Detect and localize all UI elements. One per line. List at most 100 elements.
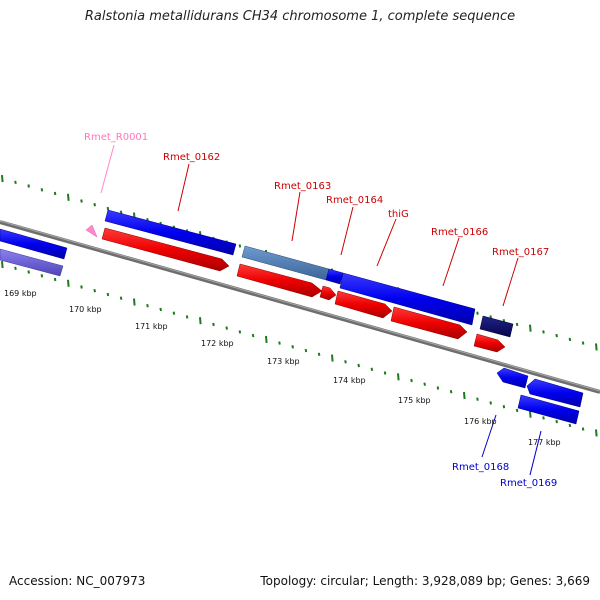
- gene-label-rmet-0166[interactable]: Rmet_0166: [431, 227, 488, 238]
- gene-label-rmet-0168[interactable]: Rmet_0168: [452, 462, 509, 473]
- gene-feature-rmet-0166[interactable]: [390, 306, 468, 340]
- gene-feature-rmet-0163-minus[interactable]: [236, 263, 323, 298]
- lower-scale-tick: [27, 270, 30, 274]
- lower-scale-tick: [93, 289, 96, 293]
- gene-feature-thig[interactable]: [339, 272, 476, 326]
- lower-scale-tick: [278, 341, 281, 345]
- gene-feature-left-purple[interactable]: [0, 248, 64, 277]
- lower-scale-tick: [1, 261, 4, 269]
- lower-scale-tick: [463, 391, 466, 400]
- upper-scale-tick: [80, 199, 83, 203]
- gene-feature-rmet-0169[interactable]: [517, 394, 580, 425]
- gene-label-rmet-0163[interactable]: Rmet_0163: [274, 181, 331, 192]
- lower-scale-tick: [238, 330, 242, 334]
- lower-scale-tick: [225, 326, 228, 330]
- upper-scale-tick: [93, 203, 96, 207]
- gene-label-rmet-0169[interactable]: Rmet_0169: [500, 478, 557, 489]
- lower-scale-dots: [1, 261, 598, 437]
- leader-line-rmet-0167: [502, 257, 519, 307]
- scale-label-171: 171 kbp: [135, 322, 168, 331]
- lower-scale-tick: [185, 315, 189, 319]
- rna-feature-rmet-r0001[interactable]: [85, 224, 98, 238]
- upper-scale-tick: [238, 244, 242, 248]
- lower-scale-tick: [304, 348, 308, 353]
- lower-scale-tick: [568, 423, 572, 428]
- lower-scale-tick: [423, 382, 426, 386]
- upper-scale-tick: [14, 180, 17, 184]
- lower-scale-tick: [370, 367, 374, 371]
- lower-scale-tick: [291, 345, 294, 349]
- lower-scale-tick: [542, 416, 545, 420]
- lower-scale-tick: [265, 335, 268, 343]
- scale-label-169: 169 kbp: [4, 289, 37, 298]
- leader-line-rmet-0169: [529, 430, 542, 476]
- gene-feature-rmet-0162-minus[interactable]: [101, 227, 230, 272]
- leader-line-rmet-0164: [340, 206, 354, 256]
- upper-scale-tick: [568, 337, 572, 342]
- lower-scale-tick: [159, 307, 162, 312]
- chromosome-axis-highlight: [0, 220, 600, 392]
- lower-scale-tick: [581, 427, 585, 431]
- leader-line-rmet-0162: [177, 163, 190, 212]
- gene-feature-rmet-0164-minus[interactable]: [319, 285, 337, 301]
- scale-label-172: 172 kbp: [201, 339, 234, 348]
- scale-label-176: 176 kbp: [464, 417, 497, 426]
- upper-scale-tick: [515, 322, 519, 327]
- upper-scale-tick: [595, 343, 598, 351]
- gene-feature-rmet-0167-minus[interactable]: [473, 333, 506, 353]
- lower-scale-tick: [410, 378, 413, 383]
- gene-feature-rmet-0168[interactable]: [496, 367, 529, 389]
- upper-scale-tick: [476, 311, 479, 315]
- lower-scale-tick: [383, 371, 387, 375]
- lower-scale-tick: [67, 279, 70, 287]
- upper-scale-tick: [40, 188, 44, 192]
- lower-scale-tick: [146, 304, 149, 308]
- lower-scale-tick: [555, 419, 558, 424]
- scale-label-177: 177 kbp: [528, 438, 561, 447]
- gene-label-rmet-0164[interactable]: Rmet_0164: [326, 195, 383, 206]
- gene-label-rmet-r0001[interactable]: Rmet_R0001: [84, 132, 148, 143]
- lower-scale-tick: [476, 397, 479, 401]
- lower-scale-tick: [489, 401, 492, 405]
- upper-scale-tick: [119, 210, 123, 214]
- lower-scale-tick: [515, 408, 519, 413]
- topology-summary-text: Topology: circular; Length: 3,928,089 bp…: [260, 574, 590, 588]
- lower-scale-tick: [436, 386, 440, 390]
- accession-text: Accession: NC_007973: [9, 574, 146, 588]
- upper-scale-tick: [542, 330, 545, 334]
- lower-scale-tick: [53, 277, 57, 282]
- gene-feature-rmet-0164[interactable]: [325, 268, 344, 285]
- leader-line-rmet-0168: [481, 414, 497, 458]
- gene-feature-rmet-0169-upper[interactable]: [526, 378, 584, 408]
- upper-scale-tick: [27, 184, 30, 188]
- map-title: Ralstonia metallidurans CH34 chromosome …: [84, 9, 516, 24]
- scale-label-170: 170 kbp: [69, 305, 102, 314]
- gene-feature-left-blue[interactable]: [0, 228, 68, 260]
- upper-scale-tick: [106, 206, 110, 211]
- lower-scale-tick: [133, 298, 136, 306]
- lower-scale-tick: [502, 405, 506, 409]
- lower-scale-tick: [397, 373, 400, 381]
- gene-feature-thig-minus[interactable]: [334, 290, 393, 319]
- lower-scale-tick: [40, 274, 44, 278]
- lower-scale-tick: [357, 363, 360, 368]
- lower-scale-tick: [212, 322, 215, 327]
- upper-scale-tick: [1, 175, 4, 183]
- lower-scale-tick: [14, 266, 17, 270]
- gene-label-rmet-0162[interactable]: Rmet_0162: [163, 152, 220, 163]
- leader-line-rmet-0163: [291, 191, 301, 242]
- upper-scale-tick: [529, 324, 532, 332]
- scale-label-173: 173 kbp: [267, 357, 300, 366]
- leader-line-thig: [376, 218, 397, 267]
- lower-scale-tick: [317, 352, 321, 356]
- lower-scale-tick: [449, 390, 453, 394]
- lower-scale-tick: [172, 311, 176, 315]
- upper-scale-tick: [67, 193, 70, 201]
- gene-feature-rmet-0162[interactable]: [104, 209, 237, 256]
- lower-scale-tick: [80, 285, 83, 289]
- scale-label-174: 174 kbp: [333, 376, 366, 385]
- gene-feature-rmet-0167[interactable]: [479, 315, 514, 338]
- gene-label-rmet-0167[interactable]: Rmet_0167: [492, 247, 549, 258]
- gene-label-thig[interactable]: thiG: [388, 209, 409, 220]
